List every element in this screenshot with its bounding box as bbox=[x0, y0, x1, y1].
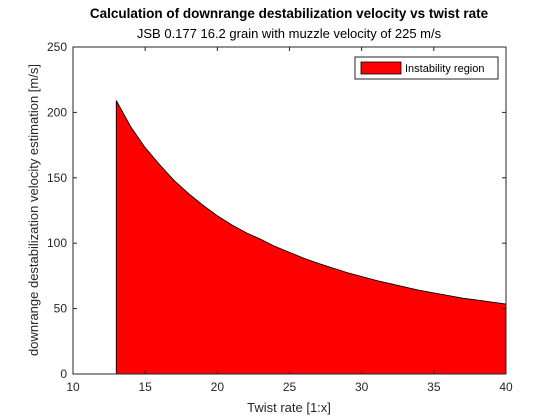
series-area-0 bbox=[115, 100, 507, 375]
chart-title: Calculation of downrange destabilization… bbox=[90, 6, 489, 21]
plot-area bbox=[73, 47, 507, 375]
legend: Instability region bbox=[354, 56, 499, 80]
y-tick-label: 50 bbox=[54, 302, 68, 316]
x-tick-label: 30 bbox=[355, 380, 369, 394]
x-tick-label: 10 bbox=[66, 380, 80, 394]
x-axis-label: Twist rate [1:x] bbox=[247, 400, 331, 415]
x-tick-label: 15 bbox=[138, 380, 152, 394]
y-axis-label: downrange destabilization velocity estim… bbox=[26, 64, 41, 356]
legend-label: Instability region bbox=[405, 63, 485, 75]
x-tick-label: 35 bbox=[427, 380, 441, 394]
x-tick-label: 20 bbox=[211, 380, 225, 394]
y-tick-label: 100 bbox=[47, 236, 67, 250]
y-tick-label: 200 bbox=[47, 105, 67, 119]
chart-subtitle: JSB 0.177 16.2 grain with muzzle velocit… bbox=[137, 26, 442, 41]
y-tick-label: 150 bbox=[47, 171, 67, 185]
legend-swatch bbox=[360, 61, 402, 75]
y-tick-label: 250 bbox=[47, 40, 67, 54]
axes: 10 15 20 25 30 35 40 0 50 100 150 200 250 bbox=[47, 40, 513, 394]
x-tick-label: 40 bbox=[499, 380, 513, 394]
x-tick-label: 25 bbox=[283, 380, 297, 394]
y-tick-label: 0 bbox=[60, 367, 67, 381]
